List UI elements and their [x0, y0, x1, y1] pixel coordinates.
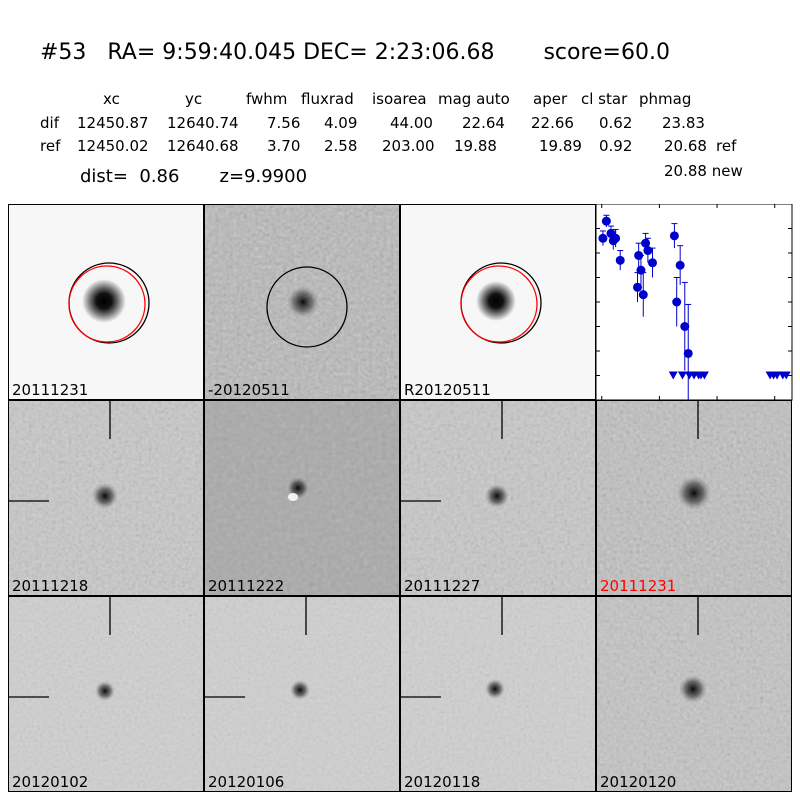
col-header-isoarea: isoarea [372, 90, 427, 108]
noise-image [205, 597, 399, 791]
noise-image [401, 401, 595, 595]
star-image [9, 205, 203, 399]
cell: 23.83 [662, 114, 705, 132]
cell: 12450.87 [77, 114, 149, 132]
panel-date-highlighted: 20111231 [600, 577, 677, 595]
data-point [683, 348, 693, 358]
data-point [598, 233, 608, 243]
noise-image [9, 401, 203, 595]
panel-date: 20111222 [208, 577, 285, 595]
epoch-cutout: 20120118 [400, 596, 596, 792]
data-point [680, 322, 690, 331]
cell: 0.62 [599, 114, 633, 132]
col-header-aper: aper [533, 90, 568, 108]
epoch-cutout: 20120120 [596, 596, 792, 792]
cell: 12640.74 [167, 114, 239, 132]
col-header-mag-auto: mag auto [438, 90, 510, 108]
noise-image [9, 597, 203, 791]
cell: 4.09 [324, 114, 358, 132]
data-point [636, 265, 646, 275]
cell: 2.58 [324, 137, 358, 155]
plot-frame [596, 204, 793, 401]
data-point [647, 258, 657, 268]
upper-limit-marker [699, 371, 709, 380]
col-header-yc: yc [185, 90, 203, 108]
panel-date: 20120120 [600, 773, 677, 791]
epoch-cutout: 20111227 [400, 400, 596, 596]
cell: 19.89 [539, 137, 582, 155]
data-point [611, 233, 621, 243]
panel-date: 20120118 [404, 773, 481, 791]
col-header-cl-star: cl star [581, 90, 628, 108]
data-point [672, 297, 682, 307]
light-curve-chart: 22.022.523.023.524.024.525.025.526.00501… [596, 204, 793, 422]
row-label: dif [40, 114, 59, 132]
cell: 22.64 [462, 114, 505, 132]
row-label: ref [40, 137, 61, 155]
cell: 203.00 [382, 137, 435, 155]
star-image [401, 205, 595, 399]
cell: 7.56 [267, 114, 301, 132]
noise-image [205, 205, 399, 399]
data-point [669, 231, 679, 241]
col-header-xc: xc [103, 90, 120, 108]
epoch-cutout: 20111222 [204, 400, 400, 596]
cutout-difference: -20120511 [204, 204, 400, 400]
dist-z-line: dist= 0.86 z=9.9900 [80, 166, 308, 187]
data-point [643, 246, 653, 256]
data-point [675, 260, 685, 270]
cell: 0.92 [599, 137, 633, 155]
epoch-cutout: 20120102 [8, 596, 204, 792]
row-suffix: ref [716, 137, 737, 155]
panel-date: 20111218 [12, 577, 89, 595]
ref-aperture-circle [68, 265, 146, 343]
cell: 12450.02 [77, 137, 149, 155]
cutout-reference-r: R20120511 [400, 204, 596, 400]
epoch-cutout: 20111218 [8, 400, 204, 596]
panel-date: 20111231 [12, 381, 89, 399]
aperture-circle [266, 266, 348, 348]
panel-date: 20111227 [404, 577, 481, 595]
noise-image [401, 597, 595, 791]
col-header-fluxrad: fluxrad [301, 90, 354, 108]
col-header-fwhm: fwhm [246, 90, 288, 108]
cutout-reference: 20111231 [8, 204, 204, 400]
cell: 19.88 [454, 137, 497, 155]
panel-date: 20120102 [12, 773, 89, 791]
cell: 20.68 [664, 137, 707, 155]
upper-limit-marker [668, 371, 678, 380]
col-header-phmag: phmag [639, 90, 692, 108]
data-point [601, 216, 611, 226]
cell: 22.66 [531, 114, 574, 132]
data-point [615, 255, 625, 265]
epoch-cutout: 20120106 [204, 596, 400, 792]
epoch-cutout-highlighted: 20111231 [596, 400, 792, 596]
cell: 12640.68 [167, 137, 239, 155]
cell: 44.00 [390, 114, 433, 132]
ref-aperture-circle [460, 265, 538, 343]
cell: 3.70 [267, 137, 301, 155]
data-point [633, 282, 643, 292]
page-title: #53 RA= 9:59:40.045 DEC= 2:23:06.68 scor… [40, 40, 670, 65]
noise-image [597, 401, 791, 595]
upper-limit-marker [781, 371, 791, 380]
panel-date: -20120511 [208, 381, 290, 399]
noise-image [205, 401, 399, 595]
data-point [638, 290, 648, 300]
upper-limit-marker [677, 371, 687, 380]
new-phmag: 20.88 new [664, 162, 743, 180]
upper-limit-marker [772, 371, 782, 380]
panel-date: R20120511 [404, 381, 491, 399]
panel-date: 20120106 [208, 773, 285, 791]
noise-image [597, 597, 791, 791]
